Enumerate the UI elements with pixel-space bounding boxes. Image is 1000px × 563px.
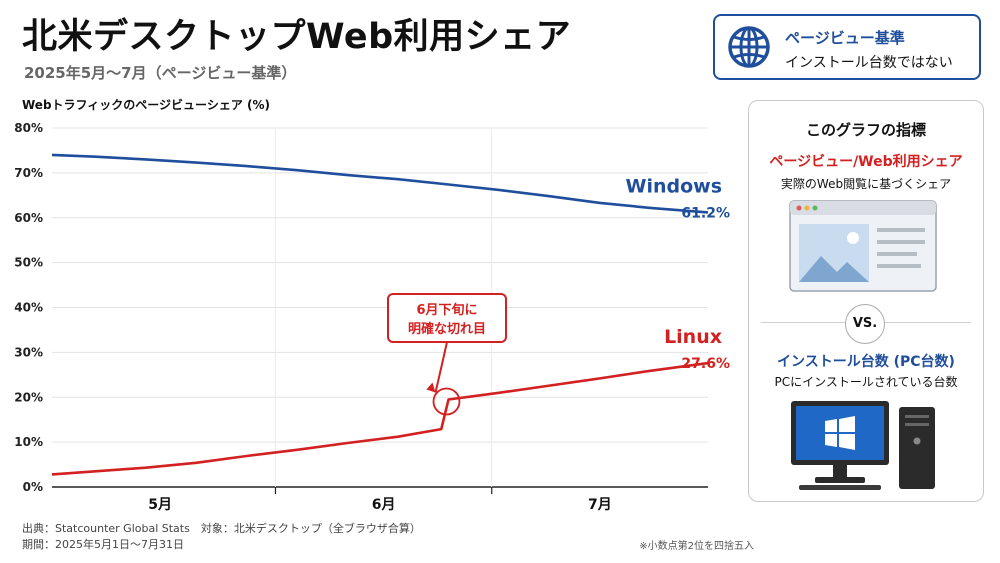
y-axis-title: Webトラフィックのページビューシェア (%) bbox=[22, 98, 270, 112]
desktop-pc-icon bbox=[791, 401, 935, 490]
annotation-arrowhead bbox=[426, 382, 436, 393]
y-tick-label: 70% bbox=[14, 166, 43, 180]
y-tick-label: 80% bbox=[14, 121, 43, 135]
y-tick-label: 60% bbox=[14, 211, 43, 225]
globe-icon bbox=[728, 26, 770, 68]
y-tick-label: 30% bbox=[14, 345, 43, 359]
series-line-linux bbox=[51, 361, 709, 476]
metric2-title: インストール台数 (PC台数) bbox=[777, 354, 955, 370]
panel-title: このグラフの指標 bbox=[805, 121, 926, 139]
footer-period: 期間：2025年5月1日〜7月31日 bbox=[22, 538, 184, 551]
annotation-arrow bbox=[434, 341, 448, 393]
page-title: 北米デスクトップWeb利用シェア bbox=[22, 17, 572, 57]
badge-subtitle: インストール台数ではない bbox=[785, 55, 953, 71]
annotation-text-line2: 明確な切れ目 bbox=[408, 321, 486, 337]
break-marker-circle bbox=[432, 387, 461, 416]
y-tick-label: 0% bbox=[23, 480, 43, 494]
x-tick-label: 7月 bbox=[588, 497, 612, 513]
footer-source: 出典：Statcounter Global Stats 対象：北米デスクトップ（… bbox=[22, 522, 421, 535]
series-end-value-label: 27.6% bbox=[681, 356, 730, 372]
series-line-windows bbox=[51, 153, 709, 214]
metric1-description: 実際のWeb閲覧に基づくシェア bbox=[780, 177, 952, 191]
y-tick-label: 10% bbox=[14, 435, 43, 449]
x-tick-label: 5月 bbox=[148, 497, 172, 513]
series-name-label: Windows bbox=[625, 175, 722, 197]
vs-badge: VS. bbox=[845, 304, 885, 344]
annotation-text-line1: 6月下旬に bbox=[416, 302, 477, 318]
series-end-value-label: 61.2% bbox=[681, 205, 730, 221]
page-subtitle: 2025年5月〜7月（ページビュー基準） bbox=[24, 64, 297, 82]
browser-window-icon bbox=[789, 200, 937, 292]
footer-note: ※小数点第2位を四捨五入 bbox=[639, 541, 754, 552]
y-tick-label: 20% bbox=[14, 390, 43, 404]
x-tick-label: 6月 bbox=[372, 497, 396, 513]
series-name-label: Linux bbox=[664, 326, 722, 348]
y-tick-label: 40% bbox=[14, 301, 43, 315]
y-tick-label: 50% bbox=[14, 256, 43, 270]
metric2-description: PCにインストールされている台数 bbox=[774, 375, 958, 389]
metric-badge: ページビュー基準 インストール台数ではない bbox=[713, 14, 981, 80]
badge-title: ページビュー基準 bbox=[785, 29, 905, 47]
metric1-title: ページビュー/Web利用シェア bbox=[769, 154, 963, 170]
metric-explainer-panel: このグラフの指標 ページビュー/Web利用シェア 実際のWeb閲覧に基づくシェア… bbox=[748, 100, 984, 502]
